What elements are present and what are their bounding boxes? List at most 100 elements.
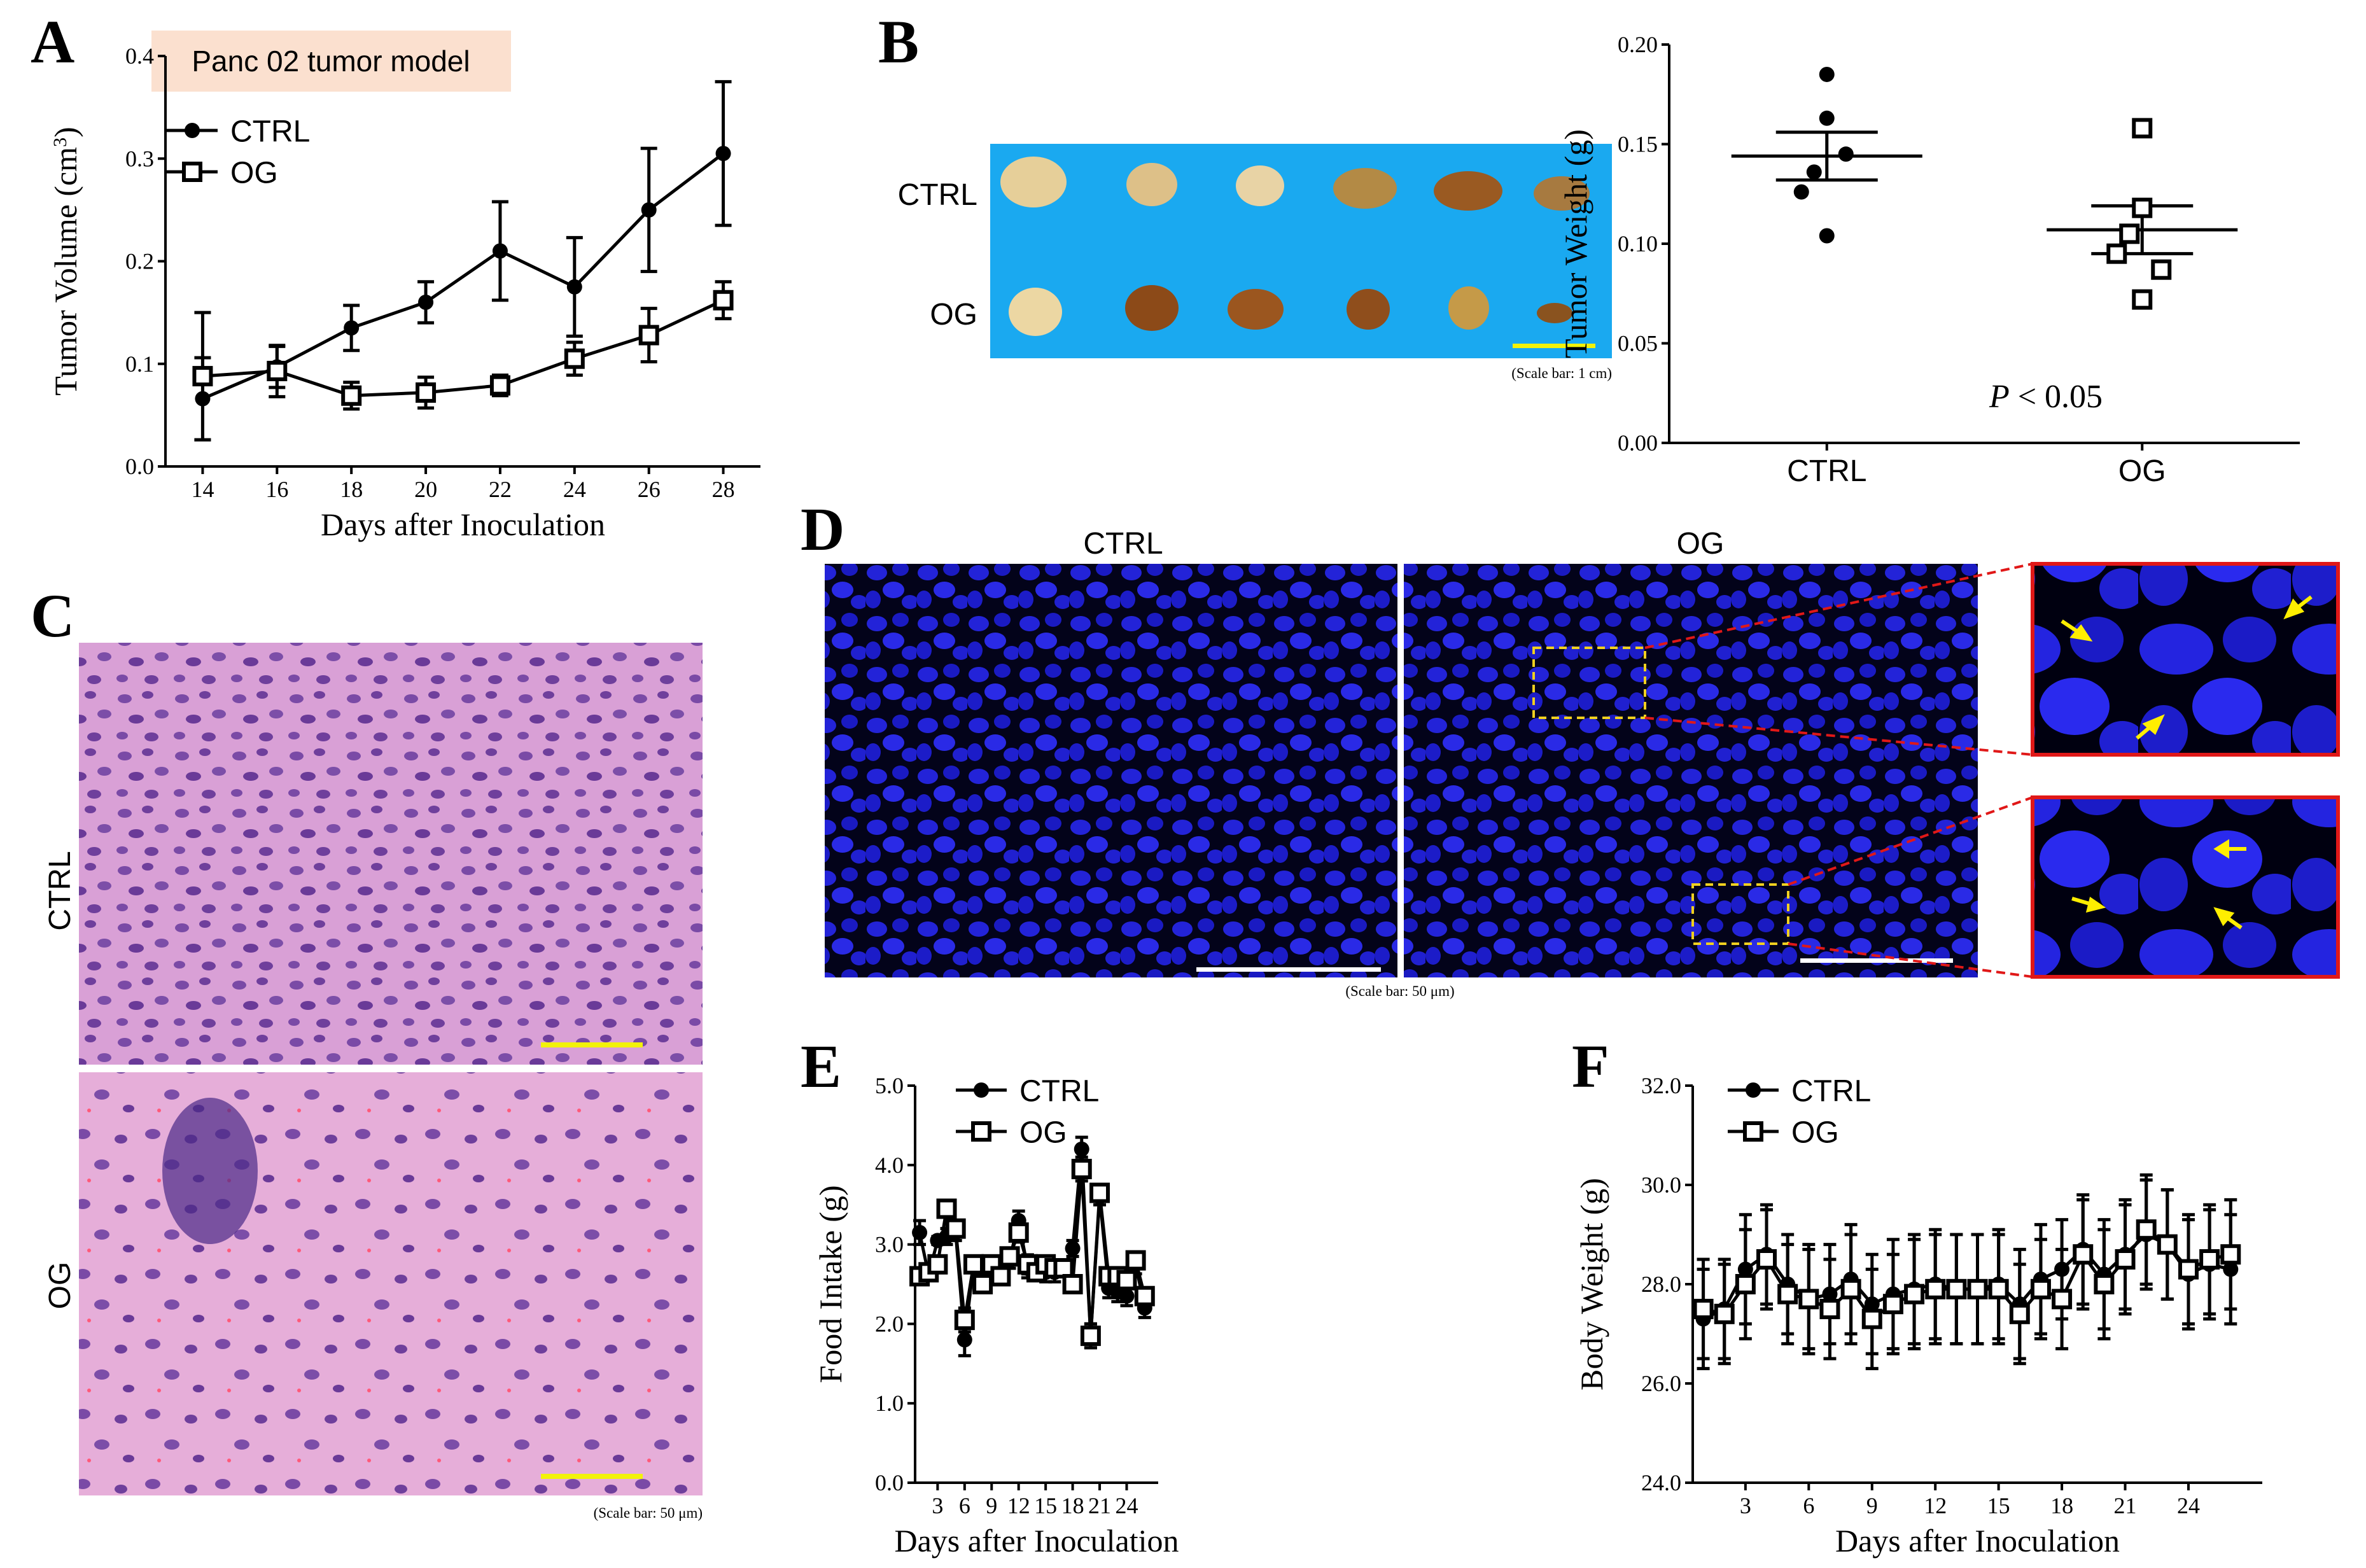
y-axis-label-sup: 3 (50, 137, 71, 147)
data-point-square (182, 162, 202, 182)
data-point-square (1861, 1308, 1882, 1329)
scale-bar (1196, 967, 1381, 972)
panel-d: D CTRL OG (Scale bar: 50 μm) (801, 495, 2340, 999)
data-point-square (638, 325, 659, 346)
series-line (919, 1168, 1147, 1336)
tumor-specimen (1537, 303, 1572, 323)
panel-label-b: B (878, 8, 919, 76)
x-tick-label: 21 (1088, 1493, 1111, 1518)
y-tick-label: 0.05 (1618, 331, 1658, 356)
data-point-square (192, 366, 213, 387)
data-point-square (2178, 1259, 2199, 1280)
scale-bar (1513, 344, 1595, 348)
data-point-circle (344, 320, 360, 336)
data-point-square (267, 361, 288, 382)
series-og (192, 280, 734, 442)
fluor-image-ctrl (825, 564, 1397, 977)
y-tick-label: 0.0 (125, 454, 154, 479)
data-point-square (2151, 259, 2172, 280)
x-tick-label: 18 (340, 477, 363, 502)
data-point-circle (715, 146, 731, 162)
arrow-head (2085, 897, 2106, 913)
panel-label-f: F (1572, 1032, 1609, 1100)
p-value: P < 0.05 (1989, 379, 2103, 415)
data-point-square (1946, 1278, 1967, 1299)
data-point-circle (492, 243, 508, 259)
data-point-square (489, 375, 510, 396)
x-axis-label: Days after Inoculation (894, 1523, 1179, 1558)
inset-connector (1644, 717, 2033, 756)
y-tick-label: 0.4 (125, 43, 154, 69)
scale-note-b: (Scale bar: 1 cm) (1511, 365, 1612, 381)
data-point-square (416, 382, 437, 403)
data-point-square (963, 1254, 984, 1275)
he-image-ctrl (79, 643, 703, 1065)
series-og (1693, 1173, 2241, 1371)
he-label-og: OG (43, 1262, 77, 1310)
x-tick-label: 18 (2050, 1493, 2073, 1518)
data-point-square (341, 385, 362, 406)
data-point-square (1840, 1278, 1861, 1299)
data-point-square (2106, 243, 2127, 264)
y-tick-label: 0.1 (125, 351, 154, 377)
model-label: Panc 02 tumor model (192, 45, 470, 78)
x-tick-label: 15 (1034, 1493, 1057, 1518)
tumor-specimens-ctrl (1000, 157, 1590, 211)
data-point-circle (418, 295, 434, 310)
data-point-square (1735, 1274, 1756, 1294)
tumor-specimens-og (1009, 285, 1572, 336)
data-point-square (2220, 1244, 2241, 1265)
x-tick-label: 12 (1007, 1493, 1030, 1518)
x-tick-label: OG (2118, 454, 2166, 488)
tumor-photo (990, 144, 1612, 358)
x-tick-label: 6 (1803, 1493, 1814, 1518)
data-point-square (1693, 1299, 1714, 1319)
y-tick-label: 3.0 (875, 1232, 904, 1257)
tumor-specimen (1333, 168, 1397, 209)
arrow-head (2142, 714, 2165, 735)
chart-f: 24.0 26.0 28.0 30.0 32.0 3 6 9 12 15 18 21 24 Days af… (1574, 1073, 2262, 1558)
series-ctrl (1731, 66, 1922, 244)
data-point-square (972, 1274, 993, 1294)
data-point-circle (1819, 66, 1835, 82)
tumor-specimen (1009, 288, 1062, 336)
x-axis-label: Days after Inoculation (1835, 1523, 2120, 1558)
x-tick-label: 6 (959, 1493, 970, 1518)
data-point-square (2094, 1274, 2115, 1294)
data-point-square (1743, 1121, 1763, 1142)
data-point-square (2132, 197, 2153, 218)
panel-label-c: C (31, 582, 74, 650)
x-axis-label: Days after Inoculation (321, 507, 605, 542)
y-tick-label: 5.0 (875, 1073, 904, 1098)
inset-box-upper (1532, 647, 1646, 719)
chart-b: 0.00 0.05 0.10 0.15 0.20 CTRL OG Tumor Weight (… (1558, 32, 2300, 488)
data-point-square (1904, 1284, 1925, 1305)
x-tick-label: 26 (638, 477, 661, 502)
legend-label: OG (230, 156, 278, 190)
y-axis-label-main: Tumor Volume (cm (48, 147, 83, 396)
data-point-square (564, 348, 585, 369)
tumor-specimen (1236, 165, 1284, 206)
data-point-square (1008, 1222, 1029, 1243)
x-tick-label: 15 (1987, 1493, 2010, 1518)
data-point-square (1882, 1294, 1903, 1315)
panel-b: B CTRL OG (Scale bar: 1 cm) 0.00 0.05 0.10… (878, 8, 2300, 488)
tumor-specimen (1228, 289, 1284, 330)
data-point-square (2115, 1249, 2136, 1270)
data-point-square (2199, 1249, 2220, 1270)
data-point-square (1062, 1274, 1083, 1294)
chart-a: 0.0 0.1 0.2 0.3 0.4 14 16 18 20 22 24 26 28 Days afte… (48, 43, 760, 542)
inset-zoom-upper (2031, 562, 2340, 757)
panel-label-a: A (31, 8, 74, 76)
panel-a: A Panc 02 tumor model 0.0 0.1 0.2 0.3 0.4 14 1… (31, 8, 760, 542)
data-point-square (945, 1218, 966, 1239)
data-point-square (2009, 1303, 2030, 1324)
y-tick-label: 32.0 (1641, 1073, 1681, 1098)
x-tick-label: 20 (414, 477, 437, 502)
photo-row-label-ctrl: CTRL (898, 178, 977, 212)
data-point-square (1756, 1249, 1777, 1270)
x-tick-label: 14 (191, 477, 214, 502)
data-point-circle (912, 1224, 928, 1240)
tumor-specimen (1125, 285, 1179, 331)
